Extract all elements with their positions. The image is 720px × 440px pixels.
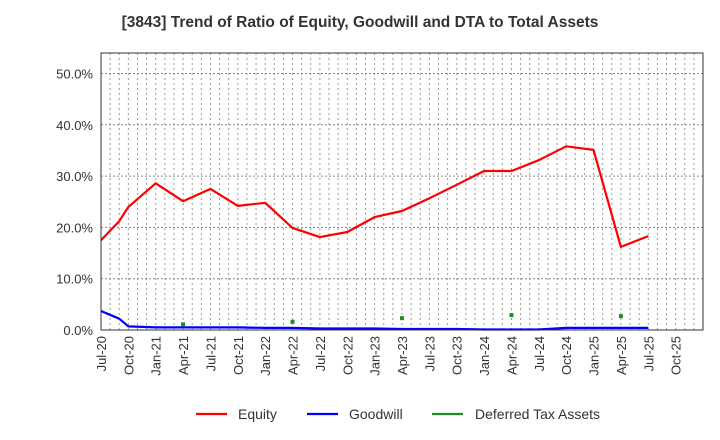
y-tick-label: 20.0% xyxy=(56,220,93,235)
legend-label-deferred-tax-assets: Deferred Tax Assets xyxy=(475,406,600,422)
series-layer xyxy=(100,145,649,331)
x-tick-label: Jul-24 xyxy=(532,336,547,371)
legend-item-deferred-tax-assets: Deferred Tax Assets xyxy=(432,406,600,422)
deferred-tax-assets-marker xyxy=(618,314,623,319)
y-tick-label: 40.0% xyxy=(56,118,93,133)
x-tick-label: Oct-21 xyxy=(231,336,246,375)
x-tick-label: Apr-25 xyxy=(614,336,629,375)
legend-item-goodwill: Goodwill xyxy=(307,406,403,422)
goodwill-line xyxy=(100,309,649,331)
y-tick-label: 50.0% xyxy=(56,67,93,82)
x-tick-label: Jan-24 xyxy=(477,336,492,376)
legend-item-equity: Equity xyxy=(196,406,277,422)
equity-line xyxy=(100,145,649,248)
x-tick-label: Apr-24 xyxy=(504,336,519,375)
x-tick-label: Oct-20 xyxy=(121,336,136,375)
x-tick-label: Apr-23 xyxy=(395,336,410,375)
y-tick-label: 10.0% xyxy=(56,272,93,287)
y-tick-label: 30.0% xyxy=(56,169,93,184)
x-tick-label: Jul-21 xyxy=(203,336,218,371)
x-tick-label: Apr-21 xyxy=(176,336,191,375)
deferred-tax-assets-marker xyxy=(290,319,295,324)
grid xyxy=(101,53,703,330)
x-tick-label: Jul-20 xyxy=(94,336,109,371)
x-tick-label: Jan-25 xyxy=(587,336,602,376)
deferred-tax-assets-marker xyxy=(509,313,514,318)
x-tick-label: Oct-25 xyxy=(669,336,684,375)
x-tick-label: Jan-21 xyxy=(149,336,164,376)
x-tick-label: Oct-22 xyxy=(340,336,355,375)
plot-frame xyxy=(100,52,704,331)
x-tick-label: Jul-23 xyxy=(422,336,437,371)
x-tick-label: Jul-25 xyxy=(641,336,656,371)
deferred-tax-assets-marker xyxy=(181,322,186,327)
y-axis: 0.0% 10.0% 20.0% 30.0% 40.0% 50.0% xyxy=(56,67,93,339)
x-tick-label: Jul-22 xyxy=(313,336,328,371)
legend-label-equity: Equity xyxy=(238,406,277,422)
x-tick-label: Jan-22 xyxy=(258,336,273,376)
y-tick-label: 0.0% xyxy=(63,323,93,338)
x-tick-label: Oct-23 xyxy=(450,336,465,375)
x-tick-label: Oct-24 xyxy=(559,336,574,375)
legend-label-goodwill: Goodwill xyxy=(349,406,403,422)
legend: Equity Goodwill Deferred Tax Assets xyxy=(196,406,600,422)
deferred-tax-assets-marker xyxy=(400,316,404,321)
chart-title: [3843] Trend of Ratio of Equity, Goodwil… xyxy=(121,14,599,31)
x-tick-label: Apr-22 xyxy=(286,336,301,375)
x-axis: Jul-20 Oct-20 Jan-21 Apr-21 Jul-21 Oct-21 Jan-… xyxy=(94,336,684,376)
x-tick-label: Jan-23 xyxy=(368,336,383,376)
